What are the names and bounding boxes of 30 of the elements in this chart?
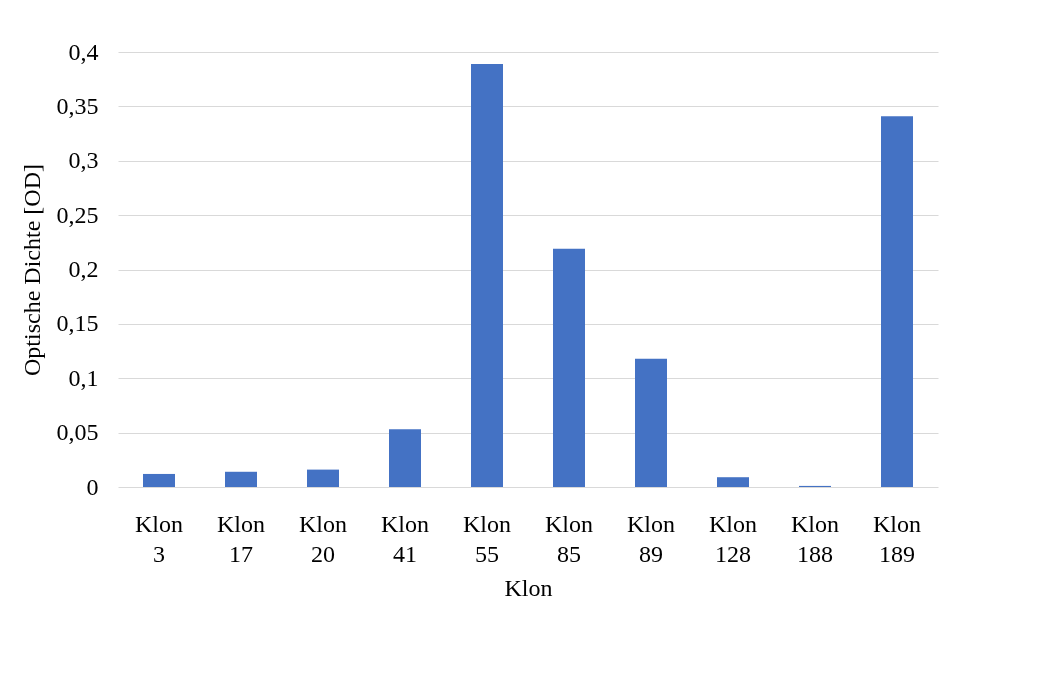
x-tick-label: Klon 20 [299, 510, 347, 567]
y-tick-label: 0,3 [68, 147, 99, 174]
bar [389, 429, 421, 487]
x-tick-label: Klon 89 [627, 510, 675, 567]
y-axis-title: Optische Dichte [OD] [18, 164, 45, 376]
y-tick-label: 0,35 [56, 92, 99, 119]
bar [635, 358, 667, 487]
x-tick-label: Klon 17 [217, 510, 265, 567]
y-tick-label: 0,15 [56, 310, 99, 337]
bar [143, 473, 175, 487]
bar [307, 469, 339, 487]
x-tick-label: Klon 128 [709, 510, 757, 567]
x-tick-label: Klon 55 [463, 510, 511, 567]
x-tick-label: Klon 3 [135, 510, 183, 567]
x-tick-label: Klon 85 [545, 510, 593, 567]
bar [225, 471, 257, 487]
y-tick-label: 0,2 [68, 256, 99, 282]
bar [553, 248, 585, 487]
y-tick-label: 0,25 [56, 201, 99, 228]
y-tick-label: 0,1 [68, 364, 99, 391]
x-axis-title: Klon [504, 574, 553, 601]
x-tick-label: Klon 188 [791, 510, 839, 567]
y-tick-label: 0,05 [56, 419, 99, 446]
x-tick-label: Klon 41 [381, 510, 429, 567]
y-tick-label: 0 [86, 473, 99, 500]
y-tick-label: 0,4 [68, 38, 99, 65]
bar [881, 116, 913, 487]
bar [471, 63, 503, 487]
x-tick-label: Klon 189 [873, 510, 921, 567]
bar [717, 477, 749, 487]
